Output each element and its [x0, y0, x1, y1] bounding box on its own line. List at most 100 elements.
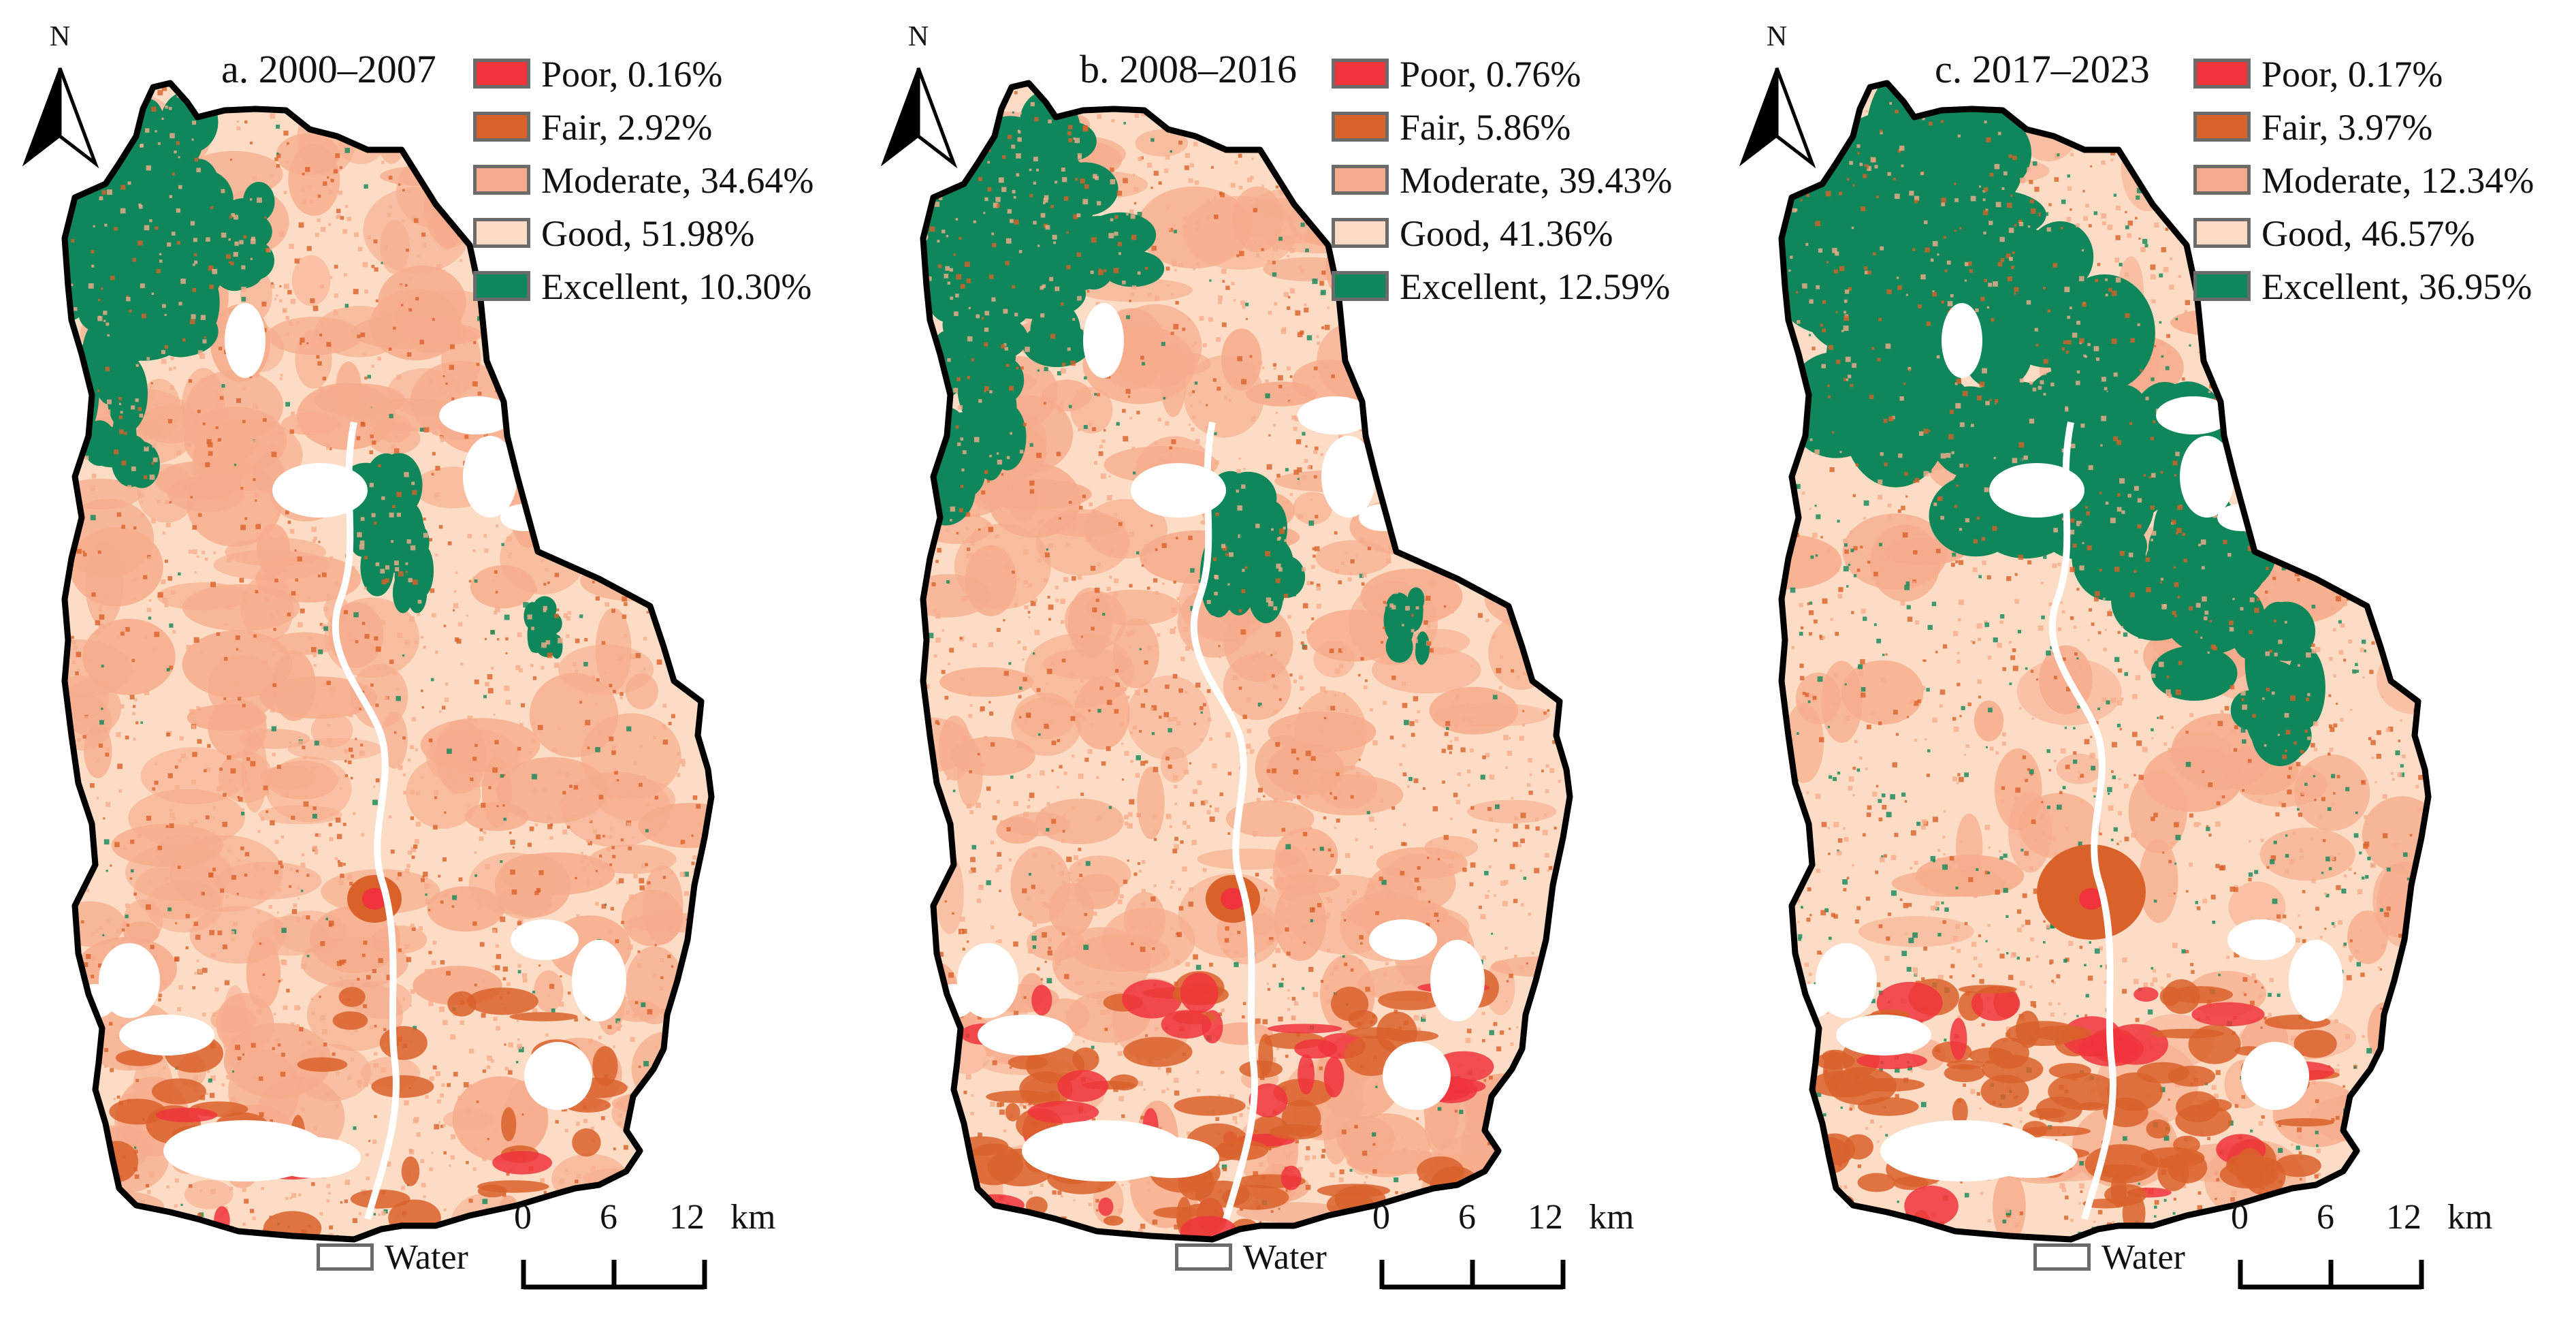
scale-unit: km	[1589, 1198, 1635, 1237]
urban-patch	[263, 1211, 322, 1239]
moderate-patch	[1974, 700, 2004, 742]
moderate-patch	[1003, 812, 1071, 837]
moderate-patch	[1245, 381, 1317, 407]
moderate-patch	[470, 565, 536, 609]
region-boundary	[61, 80, 715, 1243]
urban-patch	[1822, 1049, 1848, 1064]
legend-swatch-good	[1332, 218, 1389, 248]
moderate-patch	[1197, 848, 1301, 870]
excellent-patch	[1044, 206, 1077, 281]
legend-label-poor: Poor, 0.76%	[1400, 54, 1581, 95]
moderate-patch	[1135, 129, 1189, 157]
moderate-patch	[1225, 800, 1315, 837]
water-body	[978, 1015, 1073, 1056]
moderate-patch	[1182, 195, 1297, 270]
moderate-patch	[82, 618, 176, 695]
moderate-patch	[69, 527, 163, 607]
moderate-patch	[2362, 796, 2428, 874]
moderate-patch	[1510, 328, 1543, 381]
urban-patch	[1269, 1124, 1323, 1140]
moderate-patch	[2409, 386, 2428, 469]
moderate-patch	[2056, 753, 2103, 784]
urban-patch	[2168, 1066, 2216, 1087]
moderate-patch	[259, 676, 377, 719]
town-core	[2079, 888, 2104, 910]
moderate-patch	[626, 327, 668, 377]
urban-patch	[332, 1011, 368, 1030]
moderate-patch	[324, 597, 420, 678]
urban-patch	[1850, 1220, 1910, 1238]
moderate-patch	[123, 921, 160, 945]
scale-tick-0: 0	[1372, 1198, 1390, 1237]
legend-swatch-moderate	[2193, 165, 2251, 195]
excellent-patch	[161, 296, 210, 336]
moderate-patch	[672, 306, 711, 393]
moderate-patch	[923, 1154, 983, 1187]
excellent-patch	[2244, 618, 2277, 705]
water-body	[1836, 1015, 1931, 1056]
moderate-patch	[494, 853, 571, 918]
urban-patch	[492, 1151, 553, 1175]
moderate-patch	[613, 1000, 660, 1022]
excellent-patch	[84, 426, 142, 468]
urban-patch	[371, 1075, 434, 1098]
moderate-patch	[573, 374, 627, 413]
urban-patch	[1857, 1173, 1896, 1192]
moderate-patch	[1291, 768, 1340, 795]
water-body	[1369, 919, 1437, 960]
urban-patch	[338, 987, 366, 1007]
region-map	[1778, 80, 2432, 1243]
water-body	[463, 436, 517, 518]
excellent-patch	[198, 198, 237, 261]
moderate-patch	[558, 434, 609, 520]
urban-patch	[2146, 1119, 2171, 1139]
scale-tick-12: 12	[2386, 1198, 2421, 1237]
urban-patch	[297, 1057, 348, 1073]
moderate-patch	[452, 1076, 549, 1162]
urban-patch	[986, 1090, 1054, 1103]
water-label: Water	[2102, 1238, 2185, 1277]
excellent-patch	[2000, 421, 2121, 475]
urban-patch	[1980, 1075, 2029, 1109]
moderate-patch	[577, 317, 674, 338]
urban-patch	[467, 987, 538, 1015]
excellent-patch	[1833, 284, 1944, 390]
water-body	[272, 463, 368, 518]
water-body	[1321, 436, 1376, 518]
legend-swatch-excellent	[1332, 271, 1389, 301]
town-core	[1221, 888, 1245, 910]
moderate-patch	[1274, 882, 1327, 962]
north-arrow: N	[1736, 20, 1818, 170]
excellent-patch	[987, 358, 1025, 403]
excellent-patch	[1907, 96, 2012, 146]
scale-unit: km	[2447, 1198, 2493, 1237]
excellent-patch	[1247, 562, 1270, 616]
moderate-patch	[923, 1175, 967, 1225]
urban-patch	[1952, 1098, 1968, 1126]
moderate-patch	[2294, 754, 2370, 831]
moderate-patch	[1274, 827, 1338, 883]
legend-label-moderate: Moderate, 34.64%	[541, 160, 814, 201]
water-body	[1982, 1137, 2078, 1178]
moderate-patch	[1398, 317, 1423, 364]
excellent-patch	[2027, 221, 2094, 293]
moderate-patch	[954, 524, 1051, 609]
moderate-patch	[2259, 827, 2355, 881]
scale-tick-12: 12	[669, 1198, 705, 1237]
legend-label-good: Good, 41.36%	[1400, 213, 1613, 254]
urban-patch	[1122, 979, 1182, 1019]
urban-patch	[1844, 1134, 1873, 1160]
urban-patch	[151, 1078, 206, 1105]
urban-patch	[350, 1189, 410, 1209]
urban-patch	[1944, 1064, 1985, 1083]
legend-label-poor: Poor, 0.16%	[541, 54, 723, 95]
water-swatch	[317, 1243, 374, 1271]
legend-label-moderate: Moderate, 12.34%	[2261, 160, 2534, 201]
legend-label-excellent: Excellent, 12.59%	[1400, 266, 1671, 307]
urban-patch	[477, 1184, 507, 1198]
excellent-patch	[988, 403, 1027, 471]
moderate-patch	[1167, 353, 1211, 375]
scale-bar: 0 6 12 km	[1372, 1199, 1638, 1301]
moderate-patch	[207, 655, 278, 720]
moderate-patch	[568, 403, 611, 452]
